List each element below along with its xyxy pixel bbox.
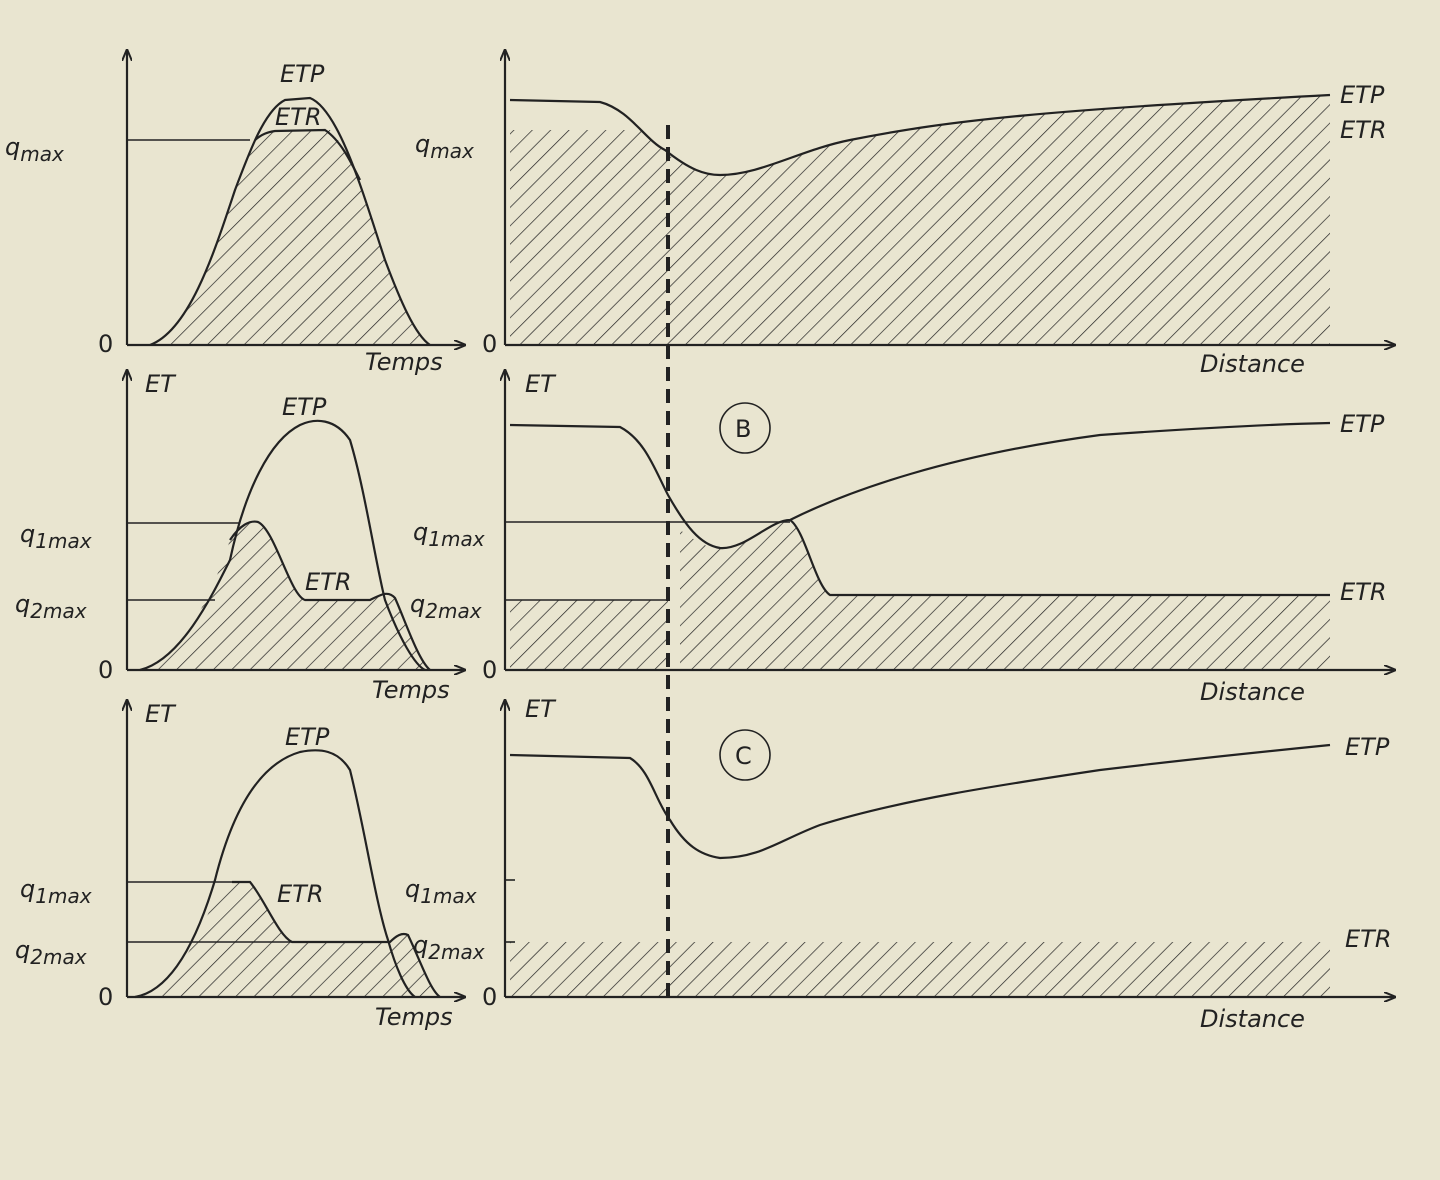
circle-c [719, 729, 771, 781]
label-part: 1max [420, 884, 476, 908]
label-part: q [405, 875, 420, 903]
label-part: q [413, 931, 428, 959]
label-part: q [15, 590, 30, 618]
label-etp: ETP [285, 723, 330, 751]
panel-distance-bottom: ET ETP ETR C 0 Distance [482, 695, 1395, 1033]
label-q2-right: q2max [413, 931, 485, 964]
label-part: q [20, 520, 35, 548]
label-q2-right: q2max [410, 590, 482, 623]
x-axis-label: Distance [1200, 350, 1305, 378]
label-part: 2max [30, 945, 86, 969]
y-axis-label: ET [145, 700, 177, 728]
label-etr: ETR [1340, 116, 1387, 144]
origin: 0 [482, 330, 497, 358]
label-etr: ETR [277, 880, 324, 908]
x-axis-label: Distance [1200, 678, 1305, 706]
label-part: 2max [428, 940, 484, 964]
label-etr: ETR [1345, 925, 1392, 953]
label-part: q [415, 130, 430, 158]
label-part: q [15, 936, 30, 964]
label-q1-right: q1max [405, 875, 477, 908]
label-part: max [430, 139, 474, 163]
label-part: 1max [35, 529, 91, 553]
label-part: max [20, 142, 64, 166]
label-q1: q1max [20, 520, 92, 553]
panel-distance-middle: ET ETP ETR q1max B 0 Distance [413, 370, 1395, 706]
label-part: q [20, 875, 35, 903]
origin: 0 [98, 656, 113, 684]
label-part: 2max [30, 599, 86, 623]
origin: 0 [98, 330, 113, 358]
circle-b [719, 402, 771, 454]
label-q2: q2max [15, 590, 87, 623]
panel-time-middle: ET ETP ETR q1max q2max q2max 0 Temps [15, 370, 482, 704]
origin: 0 [98, 983, 113, 1011]
label-part: 2max [425, 599, 481, 623]
label-part: q [410, 590, 425, 618]
label-etp: ETP [1345, 733, 1390, 761]
label-etr: ETR [1340, 578, 1387, 606]
label-q1: q1max [20, 875, 92, 908]
y-axis-label: ET [525, 370, 557, 398]
x-axis-label: Temps [365, 348, 443, 376]
label-etr: ETR [305, 568, 352, 596]
label-etp: ETP [1340, 410, 1385, 438]
y-axis-label: ET [525, 695, 557, 723]
label-etp: ETP [280, 60, 325, 88]
label-q1: q1max [413, 518, 485, 551]
x-axis-label: Distance [1200, 1005, 1305, 1033]
label-part: 1max [35, 884, 91, 908]
x-axis-label: Temps [375, 1003, 453, 1031]
x-axis-label: Temps [372, 676, 450, 704]
circle-label: C [735, 742, 752, 770]
panel-time-top: ETP ETR qmax 0 Temps [5, 50, 465, 376]
origin: 0 [482, 656, 497, 684]
label-q: qmax [415, 130, 474, 163]
y-axis-label: ET [145, 370, 177, 398]
panel-time-bottom: ET ETP ETR q1max q2max q1max q2max 0 Tem… [15, 700, 485, 1031]
label-etp: ETP [282, 393, 327, 421]
label-etr: ETR [275, 103, 322, 131]
origin: 0 [482, 983, 497, 1011]
label-q2: q2max [15, 936, 87, 969]
label-part: 1max [428, 527, 484, 551]
label-q: qmax [5, 133, 64, 166]
circle-label: B [735, 415, 751, 443]
label-etp: ETP [1340, 81, 1385, 109]
label-part: q [413, 518, 428, 546]
panel-distance-top: ETP ETR qmax 0 Distance [415, 50, 1395, 378]
label-part: q [5, 133, 20, 161]
